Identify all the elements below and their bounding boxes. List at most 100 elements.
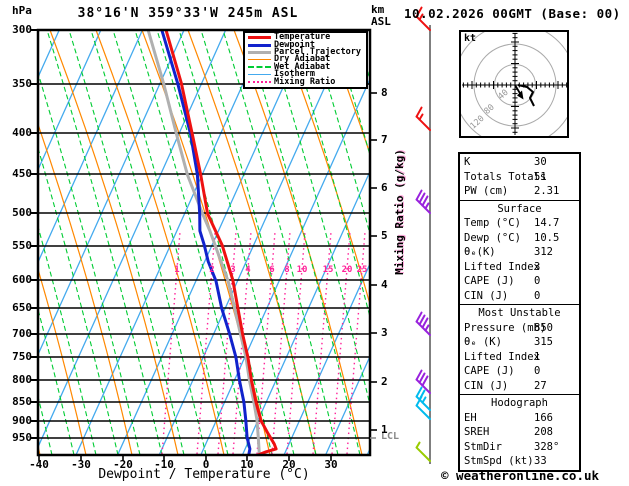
table-row-label: StmDir: [464, 440, 502, 453]
mixing-ratio-value-label: 15: [322, 265, 334, 275]
temperature-tick-label: 0: [202, 458, 210, 471]
dry-adiabat-line: [49, 30, 179, 455]
dry-adiabat-line: [602, 30, 629, 455]
pressure-axis-unit: hPa: [12, 4, 32, 17]
mixing-ratio-value-label: 2: [209, 265, 215, 275]
table-row: Lifted Index 3: [460, 260, 579, 275]
mixing-ratio-value-label: 6: [269, 265, 275, 275]
mixing-ratio-value-label: 20: [341, 265, 353, 275]
run-date-label: 10.02.2026 00GMT (Base: 00): [404, 6, 621, 21]
table-row-value: 2.31: [534, 185, 560, 197]
table-section: K 30 Totals Totals 51 PW (cm) 2.31: [460, 154, 579, 200]
wet-adiabat-line: [46, 30, 163, 455]
table-row-value: 166: [534, 411, 553, 424]
temperature-tick-label: -30: [71, 458, 91, 471]
altitude-tick-label: 7: [381, 133, 388, 146]
pressure-tick-label: 950: [12, 431, 32, 444]
wet-adiabat-line: [38, 307, 75, 455]
temperature-tick-label: 30: [324, 458, 338, 471]
legend-line-sample-solid: [248, 51, 271, 55]
legend-label: Mixing Ratio: [274, 76, 336, 87]
temperature-tick-label: 20: [282, 458, 296, 471]
table-row: StmDir 328°: [460, 440, 579, 455]
table-row-value: 328°: [534, 440, 560, 453]
table-row-value: 0: [534, 365, 541, 377]
table-row-label: EH: [464, 411, 477, 424]
table-row-value: 51: [534, 170, 547, 183]
wind-barb: [415, 6, 431, 31]
table-row: SREH 208: [460, 425, 579, 440]
isotherm-line: [38, 30, 102, 172]
pressure-tick-label: 900: [12, 414, 32, 427]
legend-line-sample-solid: [248, 36, 271, 40]
table-row: CAPE (J) 0: [460, 274, 579, 289]
legend-label: Dry Adiabat: [274, 54, 331, 65]
mixing-ratio-line: [331, 231, 351, 455]
table-row: Lifted Index 1: [460, 350, 579, 365]
mixing-ratio-line: [217, 231, 237, 455]
table-row-label: PW (cm): [464, 185, 509, 197]
pressure-tick-label: 450: [12, 167, 32, 180]
isotherm-line: [75, 30, 268, 455]
wet-adiabat-line: [597, 30, 629, 455]
table-row: θₑ (K) 315: [460, 335, 579, 350]
legend-entry: Mixing Ratio: [245, 76, 366, 87]
legend-line-sample-dotted: [248, 81, 271, 84]
storm-motion-arrowhead: [516, 90, 524, 100]
legend-line-sample-dashed: [248, 66, 271, 69]
legend-label: Wet Adiabat: [274, 61, 331, 72]
isotherm-line: [200, 77, 370, 455]
sounding-curve: [160, 30, 252, 455]
legend-line-sample-solid: [248, 59, 271, 61]
wet-adiabat-line: [619, 30, 629, 455]
legend-label: Isotherm: [274, 69, 315, 80]
altitude-axis-unit: km ASL: [371, 4, 391, 28]
mixing-ratio-line: [286, 231, 306, 455]
altitude-tick-label: 2: [381, 375, 388, 388]
pressure-tick-label: 750: [12, 350, 32, 363]
table-row: K 30: [460, 155, 579, 170]
legend-label: Temperature: [274, 32, 331, 43]
legend-line-sample-solid: [248, 43, 271, 47]
table-row: PW (cm) 2.31: [460, 184, 579, 199]
mixing-ratio-value-label: 4: [245, 265, 251, 275]
hodograph-unit-label: kt: [464, 33, 477, 44]
table-row: Temp (°C) 14.7: [460, 216, 579, 231]
isotherm-line: [38, 30, 185, 357]
table-row: CAPE (J) 0: [460, 364, 579, 379]
wind-barb: [415, 441, 431, 462]
table-row-label: K: [464, 156, 471, 168]
mixing-ratio-line: [312, 231, 332, 455]
mixing-ratio-value-label: 8: [284, 265, 290, 275]
mixing-ratio-axis-label: Mixing Ratio (g/kg): [393, 149, 406, 275]
mixing-ratio-line: [346, 231, 366, 455]
wind-barb: [415, 189, 431, 214]
lcl-marker-label: LCL: [381, 431, 400, 442]
table-row-value: 14.7: [534, 217, 560, 229]
table-section: Most Unstable Pressure (mb) 850 θₑ (K) 315 Li…: [460, 304, 579, 394]
wind-barb: [415, 369, 431, 394]
table-row: EH 166: [460, 411, 579, 426]
table-row-label: Pressure (mb): [464, 321, 547, 334]
table-row-label: CIN (J): [464, 289, 509, 302]
pressure-tick-label: 600: [12, 273, 32, 286]
table-row-value: 850: [534, 321, 553, 334]
pressure-tick-label: 700: [12, 327, 32, 340]
table-row: CIN (J) 27: [460, 379, 579, 394]
altitude-tick-label: 6: [381, 181, 388, 194]
table-section: Surface Temp (°C) 14.7 Dewp (°C) 10.5 θₑ(K) 31…: [460, 199, 579, 305]
wet-adiabat-line: [200, 30, 317, 455]
mixing-ratio-line: [256, 231, 276, 455]
hodograph-trace: [517, 84, 535, 107]
pressure-tick-label: 400: [12, 126, 32, 139]
pressure-tick-label: 350: [12, 77, 32, 90]
temperature-tick-label: -10: [154, 458, 174, 471]
table-row-label: CIN (J): [464, 379, 509, 392]
legend-line-sample-solid: [248, 74, 271, 76]
table-row-label: θₑ(K): [464, 246, 496, 258]
isotherm-line: [38, 30, 144, 264]
table-row: Pressure (mb) 850: [460, 321, 579, 336]
wet-adiabat-line: [90, 30, 207, 455]
